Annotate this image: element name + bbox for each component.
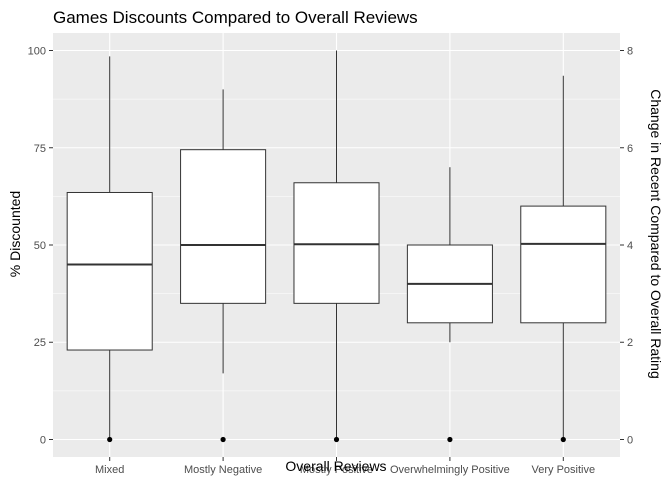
x-axis-title: Overall Reviews (285, 458, 386, 474)
data-point (107, 436, 113, 443)
boxes-layer (66, 50, 607, 443)
box-overwhelmingly-positive (406, 167, 493, 343)
data-point (447, 436, 453, 443)
box-mixed (66, 56, 153, 440)
y-tick-label: 100 (28, 46, 46, 58)
data-point (220, 436, 226, 443)
y2-axis-title: Change in Recent Compared to Overall Rat… (648, 89, 664, 379)
y2-tick-label: 2 (627, 337, 633, 349)
y-tick-label: 75 (34, 143, 46, 155)
x-tick-label: Mostly Positive (300, 464, 373, 476)
data-point (560, 436, 566, 443)
y-axis-title: % Discounted (7, 191, 23, 277)
y2-tick-label: 0 (627, 434, 633, 446)
box-iqr (180, 149, 267, 304)
box-iqr (66, 191, 153, 351)
y2-tick-label: 8 (627, 46, 633, 58)
box-iqr (293, 182, 380, 304)
box-iqr (520, 205, 607, 324)
y2-tick-label: 4 (627, 240, 633, 252)
y2-tick-label: 6 (627, 143, 633, 155)
y-axis-ticks: 0 25 50 75 100 (28, 46, 53, 446)
box-very-positive (520, 75, 607, 440)
x-tick-label: Mostly Negative (184, 464, 262, 476)
box-mostly-negative (180, 89, 267, 374)
x-tick-label: Overwhelmingly Positive (390, 464, 510, 476)
y-tick-label: 50 (34, 240, 46, 252)
y2-axis-ticks: 0 2 4 6 8 (620, 46, 633, 446)
x-axis-ticks: Mixed Mostly Negative Mostly Positive Overw… (95, 457, 595, 476)
chart-title: Games Discounts Compared to Overall Revi… (53, 8, 418, 27)
data-point (333, 436, 340, 443)
x-tick-label: Mixed (95, 464, 124, 476)
y-tick-label: 25 (34, 337, 46, 349)
x-tick-label: Very Positive (532, 464, 596, 476)
box-mostly-positive (293, 50, 380, 440)
y-tick-label: 0 (40, 434, 46, 446)
